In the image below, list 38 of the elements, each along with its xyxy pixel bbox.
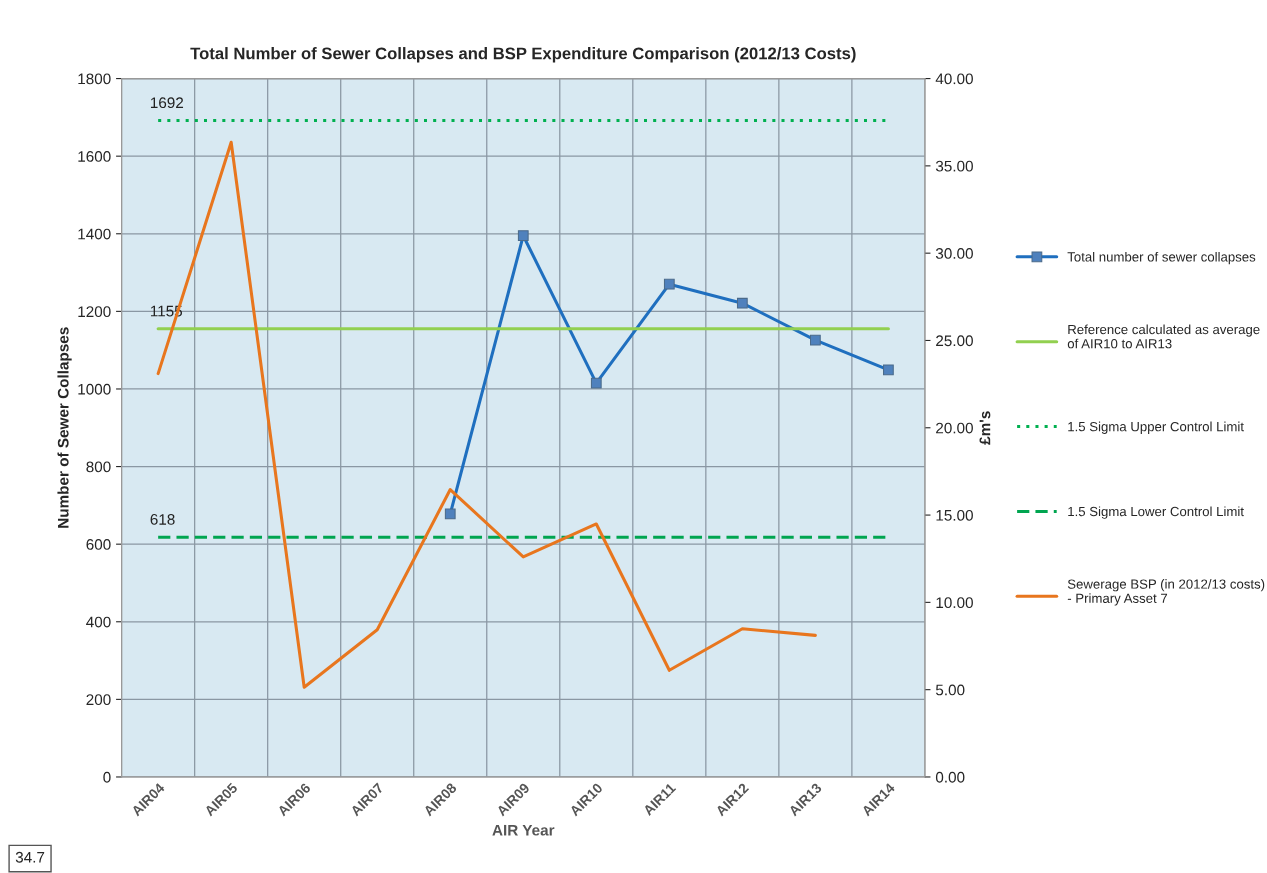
y-tick-label: 1200	[78, 306, 111, 318]
legend-label: Reference calculated as average of AIR10 to AIR13	[1067, 324, 1260, 349]
y2-tick-label: 40.00	[935, 73, 973, 85]
point	[663, 278, 675, 290]
y2-tick-label: 35.00	[935, 160, 973, 172]
y2-tick-label: 0.00	[935, 771, 965, 783]
legend-label: Sewerage BSP (in 2012/13 costs) - Primary Asset 7	[1067, 579, 1265, 606]
data-label: 1692	[150, 97, 184, 109]
y2-axis-title: £m's	[979, 411, 991, 445]
point	[883, 364, 894, 376]
y-tick-label: 200	[86, 694, 111, 706]
y-tick-label: 600	[86, 539, 111, 550]
y-tick-label: 1400	[78, 228, 111, 240]
y-axis-title: Number of Sewer Collapses	[57, 327, 72, 528]
legend-label: 1.5 Sigma Upper Control Limit	[1068, 421, 1244, 434]
point	[517, 230, 529, 242]
point	[590, 377, 602, 389]
y2-tick-label: 10.00	[936, 597, 973, 609]
y-tick-label: 400	[86, 616, 111, 628]
y2-tick-label: 15.00	[936, 509, 973, 521]
y2-tick-label: 20.00	[936, 422, 973, 434]
y-tick-label: 1600	[78, 151, 111, 162]
y2-tick-label: 5.00	[935, 684, 965, 696]
legend-label: Total number of sewer collapses	[1067, 251, 1256, 265]
x-axis-title: AIR Year	[492, 824, 555, 836]
point	[809, 334, 821, 346]
point	[444, 508, 456, 520]
y-tick-label: 800	[86, 461, 111, 473]
y2-tick-label: 25.00	[936, 335, 973, 347]
legend-label: 1.5 Sigma Lower Control Limit	[1068, 506, 1244, 519]
y2-tick-label: 30.00	[935, 248, 973, 259]
point	[736, 297, 748, 309]
y-tick-label: 0	[103, 771, 111, 783]
y-tick-label: 1000	[78, 383, 111, 395]
data-label: 618	[150, 514, 175, 525]
text: 34.7	[15, 851, 45, 863]
chart-title: Total Number of Sewer Collapses and BSP Expenditure Comparison (2012/13 Costs)	[190, 47, 856, 63]
y-tick-label: 1800	[78, 73, 111, 85]
